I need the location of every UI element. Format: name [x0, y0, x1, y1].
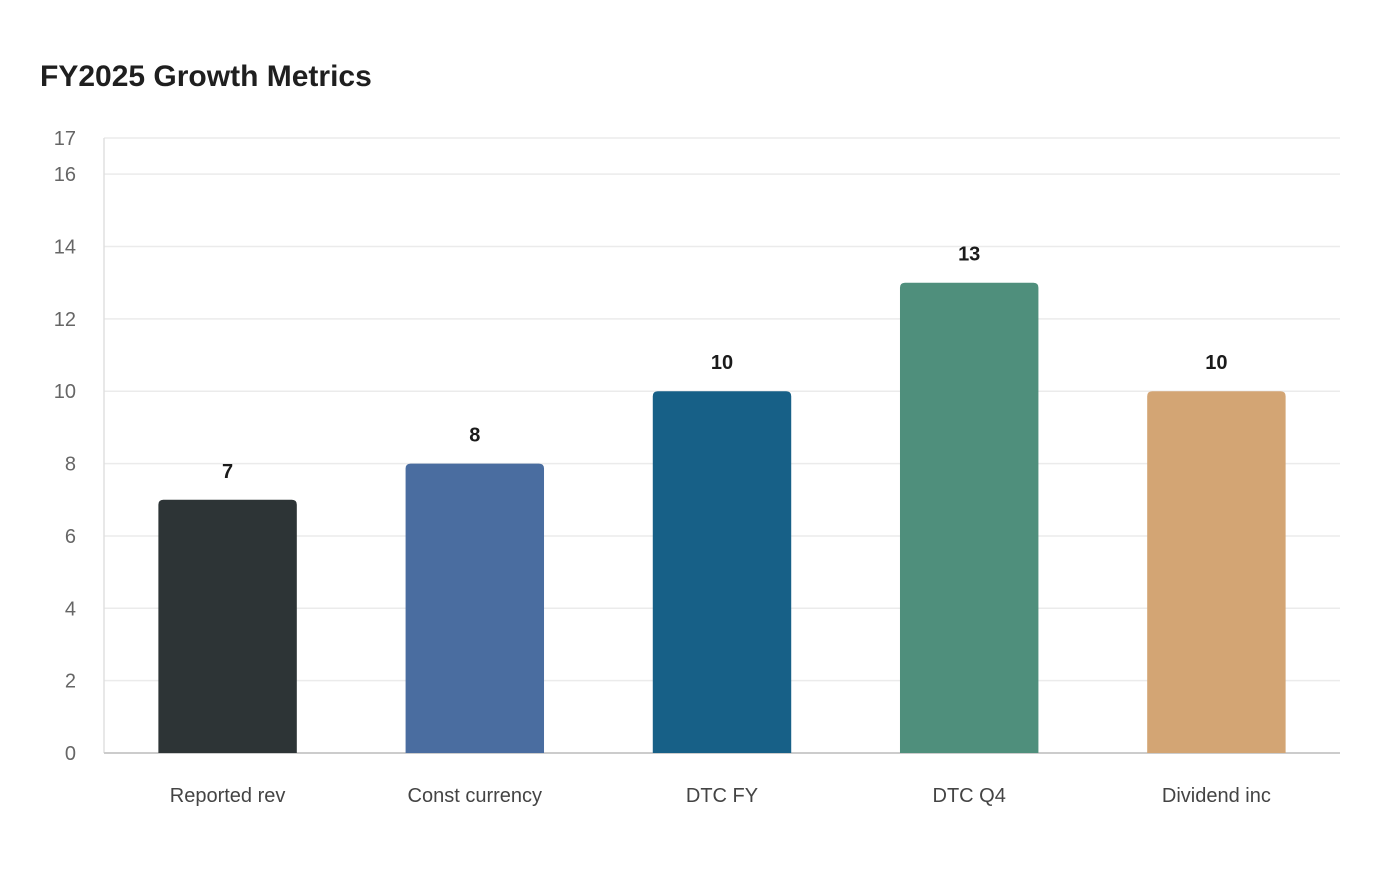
bar — [405, 463, 545, 753]
x-axis-ticks: Reported rev Const currency DTC FY DTC Q4 Di… — [170, 785, 1271, 807]
y-tick-label: 16 — [54, 164, 76, 186]
y-tick-label: 17 — [54, 128, 76, 150]
y-tick-label: 4 — [65, 598, 76, 620]
bar — [1147, 391, 1286, 753]
bar — [652, 391, 792, 753]
y-tick-label: 0 — [65, 743, 76, 765]
x-tick-label: Reported rev — [170, 785, 286, 807]
bar-value-label: 7 — [222, 461, 233, 483]
x-tick-label: DTC Q4 — [933, 785, 1006, 807]
data-labels: 7 8 10 13 10 — [222, 244, 1227, 483]
y-tick-label: 14 — [54, 237, 76, 259]
bar-value-label: 10 — [1205, 352, 1227, 374]
bars — [158, 282, 1286, 753]
y-tick-label: 8 — [65, 454, 76, 476]
x-tick-label: Const currency — [408, 785, 543, 807]
bar-value-label: 8 — [469, 425, 480, 447]
y-axis-ticks: 0 2 4 6 8 10 12 14 16 17 — [54, 128, 76, 765]
x-tick-label: Dividend inc — [1162, 785, 1271, 807]
y-tick-label: 6 — [65, 526, 76, 548]
bar — [899, 282, 1039, 753]
y-tick-label: 10 — [54, 381, 76, 403]
bar-value-label: 10 — [711, 352, 733, 374]
y-tick-label: 12 — [54, 309, 76, 331]
bar-value-label: 13 — [958, 244, 980, 266]
bar — [158, 499, 297, 753]
chart-title: FY2025 Growth Metrics — [40, 60, 372, 93]
x-tick-label: DTC FY — [686, 785, 758, 807]
y-tick-label: 2 — [65, 671, 76, 693]
